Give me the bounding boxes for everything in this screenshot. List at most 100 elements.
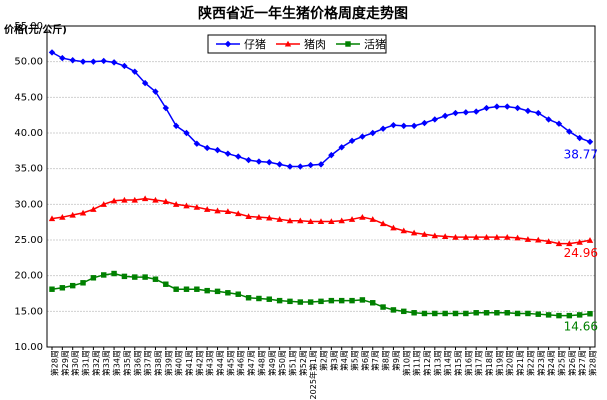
point — [369, 216, 376, 222]
x-tick-label: 第3周 — [329, 350, 339, 371]
y-tick-label: 45.00 — [14, 92, 43, 103]
point — [338, 144, 345, 151]
point — [172, 122, 180, 130]
point — [121, 62, 128, 70]
point — [48, 49, 56, 56]
point — [297, 299, 304, 305]
y-tick-label: 20.00 — [14, 271, 43, 282]
point — [317, 161, 325, 168]
x-tick-label: 第20周 — [505, 350, 515, 376]
point — [276, 216, 283, 222]
legend-label: 猪肉 — [304, 38, 326, 51]
point — [59, 54, 66, 62]
point — [493, 233, 501, 240]
point — [401, 308, 407, 315]
point — [566, 240, 573, 247]
point — [163, 281, 169, 287]
x-tick-label: 第12周 — [422, 350, 432, 376]
point — [380, 304, 386, 310]
x-tick-label: 第40周 — [174, 350, 184, 376]
point — [359, 133, 366, 140]
point — [100, 201, 107, 207]
data-label: 38.77 — [564, 147, 598, 161]
point — [441, 233, 449, 239]
x-tick-label: 第49周 — [267, 350, 277, 376]
point — [276, 297, 283, 304]
x-tick-label: 第47周 — [246, 350, 256, 376]
point — [255, 158, 263, 165]
x-tick-label: 第36周 — [132, 350, 142, 376]
point — [566, 312, 573, 319]
x-tick-label: 2025年第1周 — [308, 350, 318, 399]
point — [338, 217, 345, 224]
point — [307, 161, 314, 169]
x-tick-label: 第22周 — [525, 350, 535, 376]
point — [49, 286, 55, 292]
point — [90, 206, 97, 212]
point — [90, 58, 97, 65]
point — [524, 236, 532, 242]
point — [349, 297, 355, 304]
point — [462, 233, 470, 240]
point — [535, 236, 542, 243]
series-line — [51, 51, 591, 168]
point — [586, 237, 594, 243]
point — [110, 197, 118, 204]
x-tick-label: 第37周 — [143, 350, 153, 376]
point — [452, 310, 459, 317]
point — [101, 272, 107, 278]
point — [421, 310, 428, 317]
point — [235, 153, 242, 160]
x-tick-label: 第21周 — [515, 350, 525, 376]
point — [69, 57, 76, 64]
x-tick-label: 第25周 — [556, 350, 566, 376]
point — [472, 233, 480, 240]
point — [472, 108, 480, 115]
point — [348, 137, 356, 145]
point — [545, 312, 552, 318]
point — [121, 196, 128, 203]
point — [286, 217, 294, 224]
point — [121, 273, 128, 280]
y-tick-label: 55.00 — [14, 21, 43, 32]
point — [410, 122, 418, 130]
point — [514, 104, 521, 112]
point — [545, 116, 552, 123]
point — [400, 227, 407, 234]
point — [204, 287, 210, 294]
point — [431, 116, 439, 123]
point — [110, 59, 118, 66]
legend-marker — [345, 41, 351, 47]
x-tick-label: 第15周 — [453, 350, 463, 376]
point — [504, 233, 511, 240]
data-label: 14.66 — [564, 319, 598, 333]
point — [255, 213, 263, 220]
point — [183, 286, 190, 292]
point — [256, 295, 262, 302]
x-tick-label: 第28周 — [588, 350, 598, 376]
x-tick-label: 第39周 — [163, 350, 173, 376]
point — [328, 151, 335, 159]
point — [379, 220, 387, 227]
x-tick-label: 第34周 — [112, 350, 122, 376]
point — [245, 156, 252, 164]
point — [90, 275, 97, 281]
point — [390, 121, 397, 129]
point — [286, 163, 294, 170]
y-tick-label: 30.00 — [14, 199, 43, 210]
x-tick-label: 第52周 — [298, 350, 308, 376]
point — [431, 232, 439, 239]
point — [462, 109, 470, 116]
point — [348, 216, 356, 222]
y-tick-label: 35.00 — [14, 164, 43, 175]
point — [483, 233, 490, 240]
point — [235, 291, 241, 297]
point — [390, 307, 397, 313]
point — [441, 112, 449, 120]
point — [307, 299, 314, 305]
point — [276, 161, 283, 168]
point — [555, 120, 563, 127]
point — [307, 218, 314, 225]
x-tick-label: 第13周 — [432, 350, 442, 376]
point — [473, 310, 479, 316]
